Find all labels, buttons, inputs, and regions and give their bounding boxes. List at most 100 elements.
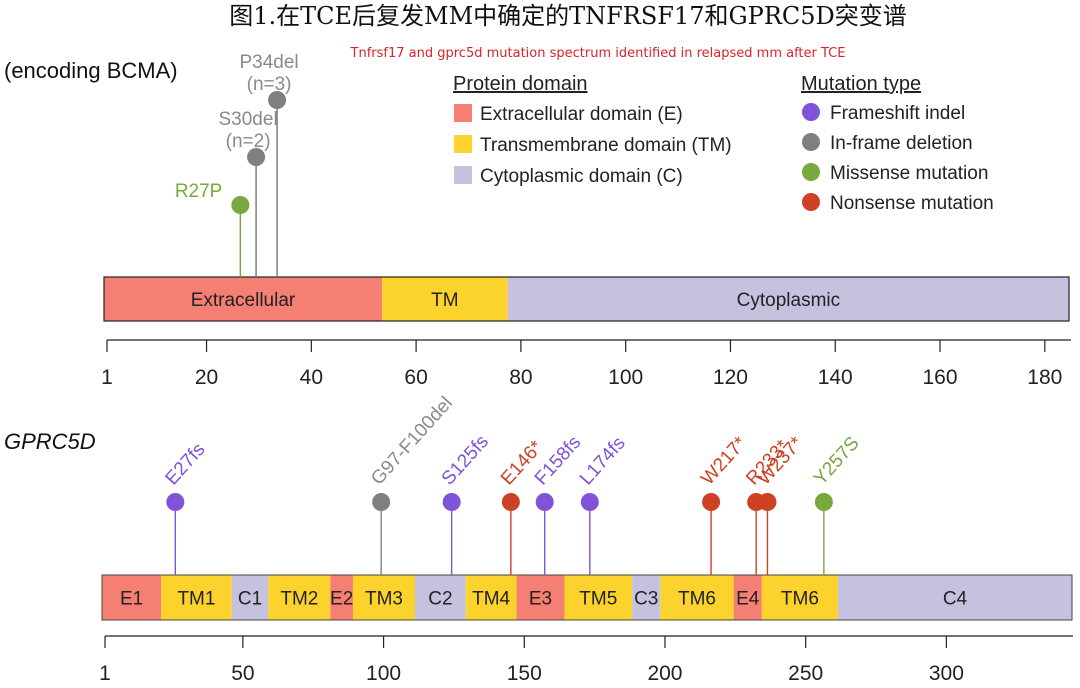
gprc5d-lollipop-head [166, 493, 185, 511]
gprc5d-domain-label: TM1 [177, 589, 215, 610]
bcma-tick-label: 160 [922, 366, 957, 389]
figure-title-english: Tnfrsf17 and gprc5d mutation spectrum id… [350, 46, 846, 61]
gprc5d-gene-label: GPRC5D [4, 429, 96, 454]
bcma-tick-label: 40 [300, 366, 323, 389]
bcma-tick-label: 20 [195, 366, 218, 389]
legend-swatch-2 [454, 166, 472, 184]
legend-swatch-1 [454, 135, 472, 153]
bcma-lollipop-head [247, 148, 266, 166]
gprc5d-lollipop-head [442, 493, 461, 511]
gprc5d-mutation-label: F158fs [531, 432, 585, 489]
bcma-domain-0 [104, 277, 382, 321]
gprc5d-domain-label: TM4 [472, 589, 510, 610]
gprc5d-domain-10 [632, 575, 661, 620]
gprc5d-domain-label: E2 [330, 589, 353, 610]
gprc5d-lollipop-head [814, 493, 833, 511]
bcma-domain-2 [507, 277, 1069, 321]
gprc5d-bar-outline [101, 574, 1073, 621]
gprc5d-lollipop-head [702, 493, 721, 511]
gprc5d-tick-label: 50 [231, 662, 254, 685]
bcma-tick-label: 120 [713, 366, 748, 389]
gprc5d-mutation-label: E27fs [161, 439, 209, 489]
gprc5d-tick-label: 250 [788, 662, 823, 685]
bcma-domain-label: Cytoplasmic [737, 290, 840, 311]
gprc5d-domain-label: TM6 [678, 589, 716, 610]
bcma-lollipop-head [268, 91, 287, 109]
gprc5d-domain-7 [465, 575, 517, 620]
bcma-domain-label: TM [431, 290, 458, 311]
gprc5d-domain-label: E4 [736, 589, 760, 610]
gprc5d-domain-label: TM6 [781, 589, 819, 610]
gprc5d-domain-14 [837, 575, 1072, 620]
legend-dot-3 [802, 193, 820, 211]
legend-mutation-label: Missense mutation [830, 163, 988, 184]
gprc5d-domain-8 [516, 575, 565, 620]
legend-swatch-0 [454, 104, 472, 122]
bcma-mutation-count: (n=2) [226, 131, 271, 152]
legend-dot-1 [802, 133, 820, 151]
legend-domain-label: Extracellular domain (E) [480, 104, 683, 125]
gprc5d-domain-11 [660, 575, 734, 620]
bcma-bar-outline [103, 276, 1070, 322]
bcma-tick-label: 100 [608, 366, 643, 389]
bcma-mutation-label: P34del [239, 52, 298, 73]
gprc5d-domain-label: TM2 [280, 589, 318, 610]
bcma-domain-label: Extracellular [191, 290, 296, 311]
gprc5d-domain-label: TM5 [579, 589, 617, 610]
gprc5d-domain-9 [564, 575, 633, 620]
gprc5d-tick-label: 150 [507, 662, 542, 685]
mutation-type-legend: Mutation type Frameshift indel In-frame d… [801, 73, 994, 214]
legend-domain-label: Transmembrane domain (TM) [480, 135, 732, 156]
gprc5d-mutation-label: Y257S [810, 433, 864, 489]
gprc5d-domain-label: E1 [120, 589, 143, 610]
protein-domain-legend-title: Protein domain [453, 73, 588, 95]
gprc5d-mutation-label: S125fs [438, 431, 493, 489]
bcma-gene-label: (encoding BCMA) [4, 58, 178, 83]
gprc5d-domain-label: C1 [238, 589, 262, 610]
gprc5d-domain-12 [733, 575, 762, 620]
legend-dot-0 [802, 103, 820, 121]
legend-mutation-label: Frameshift indel [830, 103, 965, 124]
gprc5d-axis: 1 50 100 150 200 250 300 [99, 635, 1073, 685]
legend-dot-2 [802, 163, 820, 181]
gprc5d-domain-3 [268, 575, 331, 620]
bcma-tick-label: 60 [404, 366, 427, 389]
gprc5d-track: E1 TM1 C1 TM2 E2 TM3 C2 TM4 E3 TM5 C3 TM6 E4 TM6 C4 E27… [101, 393, 1073, 621]
gprc5d-lollipop-head [580, 493, 599, 511]
bcma-tick-label: 80 [509, 366, 532, 389]
bcma-mutation-label: R27P [175, 181, 223, 202]
bcma-mutation-count: (n=3) [247, 74, 292, 95]
gprc5d-lollipop-head [535, 493, 554, 511]
gprc5d-lollipop-head [501, 493, 520, 511]
gprc5d-domain-6 [414, 575, 466, 620]
gprc5d-tick-label: 200 [647, 662, 682, 685]
gprc5d-domain-0 [102, 575, 162, 620]
gprc5d-domain-label: C4 [943, 589, 968, 610]
gprc5d-tick-label: 300 [929, 662, 964, 685]
protein-domain-legend: Protein domain Extracellular domain (E) T… [453, 73, 732, 187]
gprc5d-tick-label: 1 [99, 662, 111, 685]
bcma-tick-label: 140 [818, 366, 853, 389]
figure-title-chinese: 图1.在TCE后复发MM中确定的TNFRSF17和GPRC5D突变谱 [229, 2, 907, 30]
legend-domain-label: Cytoplasmic domain (C) [480, 166, 683, 187]
gprc5d-domain-1 [161, 575, 232, 620]
legend-mutation-label: In-frame deletion [830, 133, 973, 154]
bcma-tick-label: 1 [101, 366, 113, 389]
gprc5d-lollipop-head [758, 493, 777, 511]
bcma-domain-1 [381, 277, 508, 321]
gprc5d-domain-13 [761, 575, 838, 620]
gprc5d-tick-label: 100 [366, 662, 401, 685]
mutation-type-legend-title: Mutation type [801, 73, 921, 95]
gprc5d-domain-label: C3 [634, 589, 658, 610]
legend-mutation-label: Nonsense mutation [830, 193, 994, 214]
bcma-axis: 1 20 40 60 80 100 120 140 160 180 [101, 339, 1071, 389]
gprc5d-domain-label: C2 [428, 589, 452, 610]
gprc5d-domain-label: TM3 [365, 589, 403, 610]
gprc5d-mutation-label: W217* [697, 432, 751, 489]
gprc5d-mutation-label: L174fs [576, 433, 630, 489]
bcma-lollipop-head [231, 196, 250, 214]
gprc5d-domain-2 [231, 575, 269, 620]
gprc5d-domain-4 [330, 575, 353, 620]
bcma-tick-label: 180 [1027, 366, 1062, 389]
